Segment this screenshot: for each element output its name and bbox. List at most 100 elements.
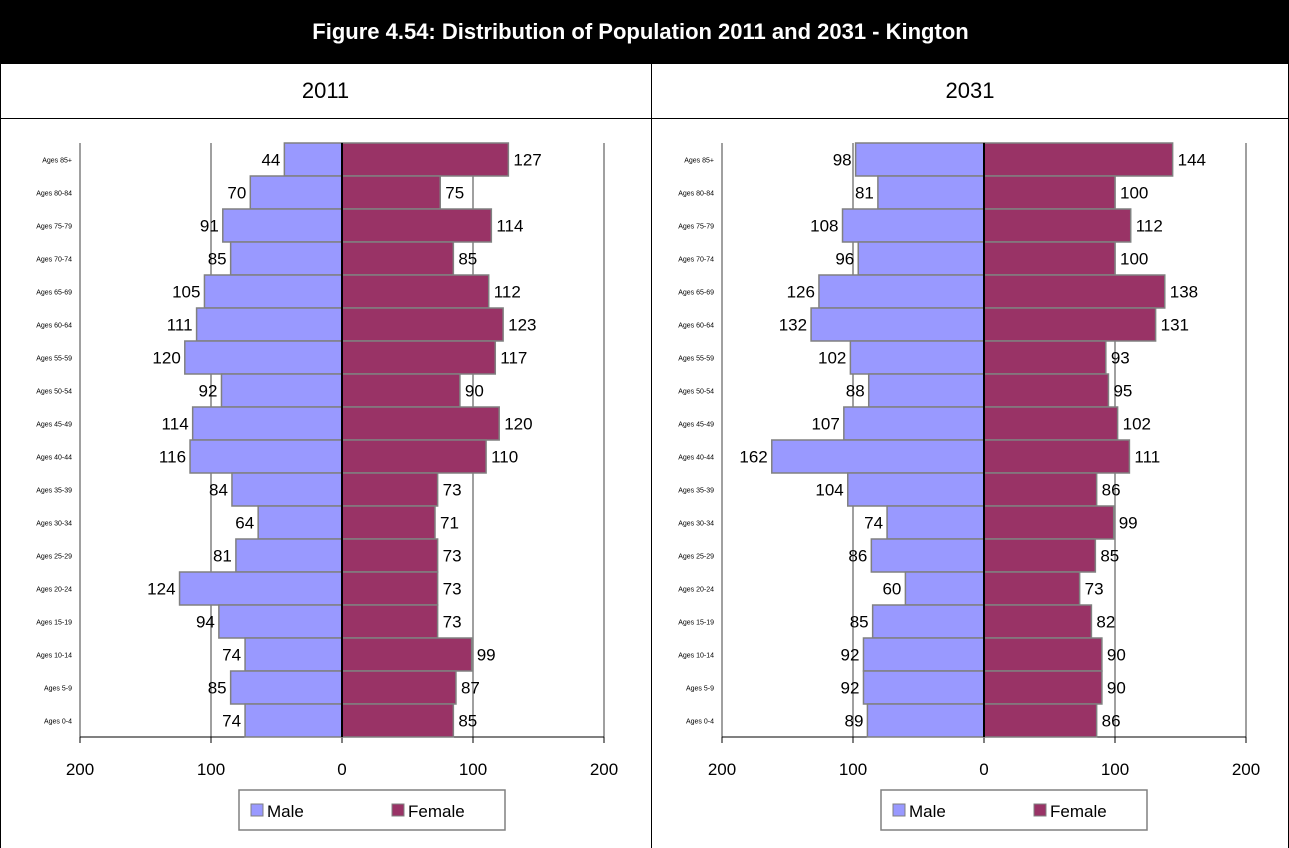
category-label: Ages 70-74 [678, 257, 714, 264]
bar-female [341, 571, 439, 606]
category-label: Ages 10-14 [678, 653, 714, 660]
data-label-male: 111 [167, 316, 193, 335]
bar-female [983, 538, 1097, 573]
x-tick-label: 200 [590, 760, 618, 779]
bar-male [904, 571, 985, 606]
data-label-male: 91 [200, 217, 219, 236]
data-label-female: 85 [458, 250, 477, 269]
category-label: Ages 55-59 [36, 356, 72, 363]
data-label-male: 96 [835, 250, 854, 269]
bar-male [854, 142, 985, 177]
figure-title-bar: Figure 4.54: Distribution of Population … [0, 0, 1289, 64]
data-label-female: 99 [1119, 514, 1138, 533]
data-label-male: 74 [222, 646, 241, 665]
data-label-female: 114 [496, 217, 523, 236]
legend-label-female: Female [1050, 802, 1107, 821]
data-label-female: 86 [1102, 481, 1121, 500]
data-label-female: 100 [1120, 184, 1148, 203]
category-label: Ages 60-64 [36, 323, 72, 330]
data-label-male: 124 [147, 580, 175, 599]
category-label: Ages 0-4 [44, 719, 72, 726]
data-label-female: 95 [1113, 382, 1132, 401]
data-label-female: 82 [1096, 613, 1115, 632]
data-label-female: 90 [1107, 679, 1126, 698]
bar-male [231, 472, 343, 507]
data-label-male: 86 [848, 547, 867, 566]
data-label-male: 74 [864, 514, 883, 533]
data-label-female: 117 [500, 349, 527, 368]
data-label-female: 73 [443, 481, 462, 500]
data-label-female: 102 [1123, 415, 1151, 434]
bar-female [341, 373, 461, 408]
bar-male [184, 340, 343, 375]
bar-female [341, 637, 473, 672]
data-label-male: 85 [208, 679, 227, 698]
bar-male [866, 703, 985, 738]
x-tick-label: 100 [459, 760, 487, 779]
data-label-male: 64 [235, 514, 254, 533]
category-label: Ages 50-54 [36, 389, 72, 396]
bar-male [235, 538, 343, 573]
data-label-male: 107 [811, 415, 839, 434]
bar-male [257, 505, 343, 540]
bar-female [983, 703, 1098, 738]
bar-female [983, 307, 1157, 342]
data-label-female: 110 [491, 448, 518, 467]
data-label-male: 44 [261, 151, 280, 170]
bar-female [983, 142, 1174, 177]
bar-male [877, 175, 985, 210]
bar-female [341, 142, 510, 177]
bar-female [983, 208, 1132, 243]
category-label: Ages 80-84 [36, 191, 72, 198]
data-label-male: 85 [850, 613, 869, 632]
bar-male [189, 439, 343, 474]
bar-male [222, 208, 343, 243]
legend-box [238, 789, 506, 831]
category-label: Ages 35-39 [36, 488, 72, 495]
data-label-female: 99 [477, 646, 496, 665]
x-tick-label: 200 [1232, 760, 1260, 779]
data-label-male: 88 [846, 382, 865, 401]
data-label-male: 105 [172, 283, 200, 302]
data-label-female: 120 [504, 415, 532, 434]
category-label: Ages 40-44 [36, 455, 72, 462]
bar-female [983, 340, 1107, 375]
bar-female [983, 175, 1116, 210]
bar-female [983, 472, 1098, 507]
category-label: Ages 70-74 [36, 257, 72, 264]
legend-swatch-female [1033, 803, 1047, 817]
bar-female [983, 439, 1131, 474]
category-label: Ages 15-19 [678, 620, 714, 627]
bar-male [195, 307, 343, 342]
data-label-female: 73 [1085, 580, 1104, 599]
data-label-male: 120 [152, 349, 180, 368]
category-label: Ages 20-24 [36, 587, 72, 594]
x-tick-label: 200 [708, 760, 736, 779]
data-label-male: 84 [209, 481, 228, 500]
bar-female [341, 604, 439, 639]
data-label-female: 112 [494, 283, 521, 302]
bar-male [220, 373, 343, 408]
bar-female [983, 274, 1166, 309]
category-label: Ages 15-19 [36, 620, 72, 627]
data-label-female: 73 [443, 547, 462, 566]
data-label-male: 104 [815, 481, 843, 500]
bar-female [341, 274, 490, 309]
data-label-male: 70 [227, 184, 246, 203]
bar-female [341, 670, 457, 705]
category-label: Ages 35-39 [678, 488, 714, 495]
legend-label-male: Male [909, 802, 946, 821]
bar-female [341, 340, 497, 375]
bar-female [341, 538, 439, 573]
data-label-female: 100 [1120, 250, 1148, 269]
category-label: Ages 65-69 [36, 290, 72, 297]
bar-male [229, 241, 343, 276]
bar-female [983, 241, 1116, 276]
data-label-female: 75 [445, 184, 464, 203]
data-label-female: 138 [1170, 283, 1198, 302]
bar-male [249, 175, 343, 210]
bar-female [341, 406, 500, 441]
panel-header-2031: 2031 [945, 78, 995, 103]
x-tick-label: 100 [839, 760, 867, 779]
data-label-male: 94 [196, 613, 215, 632]
